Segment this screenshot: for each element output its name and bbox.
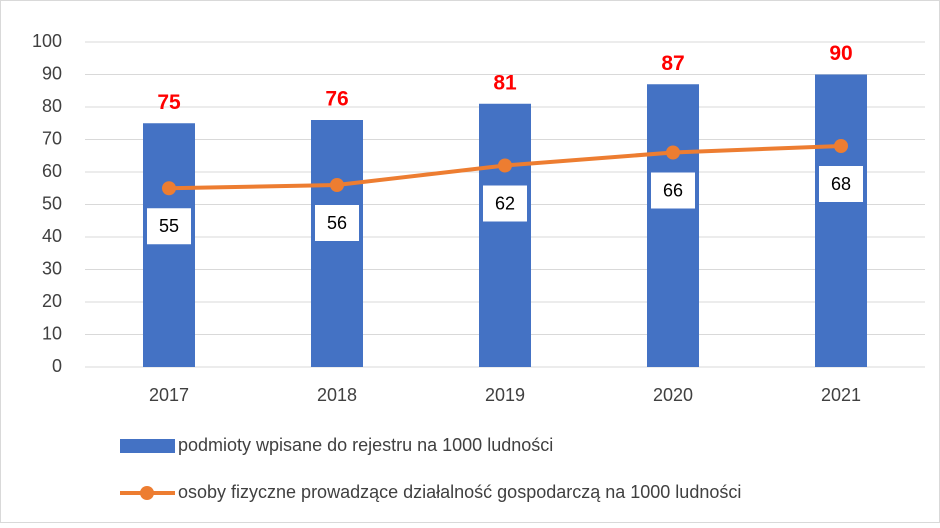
legend-swatch: [140, 486, 154, 500]
bar-value-label: 87: [661, 52, 684, 75]
line-marker: [666, 145, 680, 160]
x-tick-label: 2020: [653, 385, 693, 405]
bar: [647, 84, 699, 367]
line-value-label: 55: [159, 216, 179, 236]
legend-label: osoby fizyczne prowadzące działalność go…: [178, 482, 741, 502]
legend-label: podmioty wpisane do rejestru na 1000 lud…: [178, 435, 553, 455]
y-tick-label: 50: [42, 193, 62, 213]
y-tick-label: 60: [42, 161, 62, 181]
label-box: [147, 208, 191, 245]
line-value-label: 68: [831, 174, 851, 194]
line-value-label: 66: [663, 180, 683, 200]
x-tick-label: 2017: [149, 385, 189, 405]
y-tick-label: 20: [42, 291, 62, 311]
bar-value-label: 90: [829, 42, 852, 65]
line-marker: [498, 158, 512, 173]
y-tick-label: 70: [42, 128, 62, 148]
bar: [815, 74, 867, 367]
y-tick-label: 90: [42, 63, 62, 83]
y-tick-label: 100: [32, 31, 62, 51]
label-box: [651, 172, 695, 209]
y-tick-label: 40: [42, 226, 62, 246]
y-tick-label: 0: [52, 356, 62, 376]
label-box: [315, 205, 359, 241]
bar-value-label: 81: [493, 71, 517, 94]
bar-value-label: 76: [325, 88, 348, 111]
bar: [311, 120, 363, 367]
bar-value-label: 75: [157, 91, 181, 114]
y-tick-label: 10: [42, 323, 62, 343]
label-box: [819, 166, 863, 202]
label-box: [483, 185, 527, 222]
x-tick-label: 2018: [317, 385, 357, 405]
line-value-label: 62: [495, 193, 515, 213]
x-tick-label: 2019: [485, 385, 525, 405]
line-marker: [330, 178, 344, 192]
line-marker: [162, 181, 176, 196]
bar: [479, 103, 531, 367]
y-tick-label: 80: [42, 96, 62, 116]
line-value-label: 56: [327, 213, 347, 233]
y-tick-label: 30: [42, 258, 62, 278]
x-tick-label: 2021: [821, 385, 861, 405]
line-marker: [834, 139, 848, 153]
legend-swatch: [120, 439, 175, 453]
bar: [143, 123, 195, 367]
